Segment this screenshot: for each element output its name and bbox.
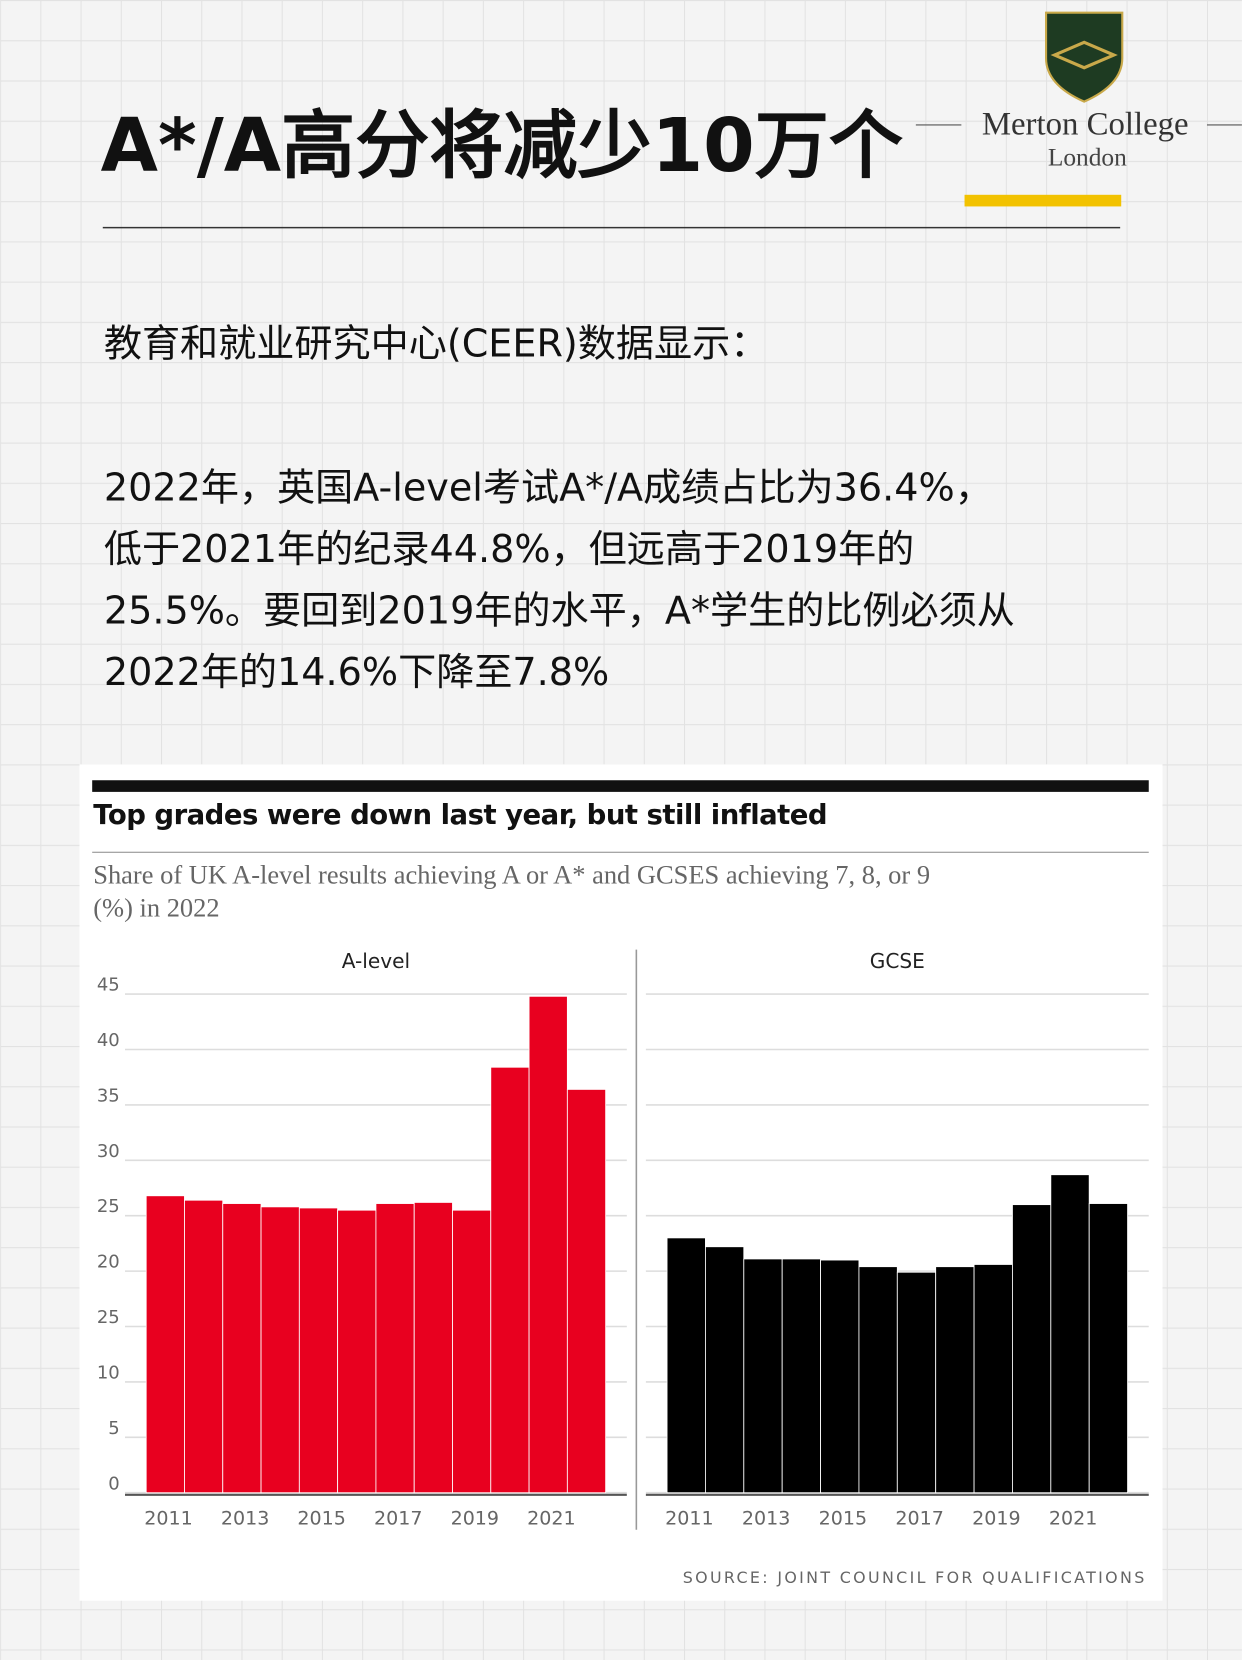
- bar: [896, 1271, 937, 1494]
- page-title: A*/A高分将减少10万个: [101, 103, 903, 189]
- paragraph-line: 25.5%。要回到2019年的水平，A*学生的比例必须从: [104, 588, 1015, 632]
- x-tick-label: 2011: [665, 1508, 713, 1530]
- brand-name: Merton College: [982, 107, 1189, 143]
- y-tick-label: 0: [108, 1473, 119, 1494]
- y-tick-label: 30: [97, 1141, 120, 1162]
- x-tick-label: 2013: [742, 1508, 790, 1530]
- bar: [337, 1209, 377, 1494]
- chart-subtitle: (%) in 2022: [93, 893, 219, 923]
- y-tick-label: 10: [97, 1362, 120, 1383]
- bar: [490, 1066, 530, 1494]
- bar: [858, 1266, 898, 1494]
- x-tick-label: 2019: [972, 1508, 1020, 1530]
- x-tick-label: 2021: [527, 1508, 575, 1530]
- shield: [1044, 11, 1124, 103]
- paragraph-line: 2022年，英国A-level考试A*/A成绩占比为36.4%，: [104, 466, 993, 510]
- x-tick-label: 2015: [297, 1508, 345, 1530]
- bar: [781, 1258, 821, 1494]
- bar: [452, 1209, 492, 1494]
- bar: [1012, 1204, 1052, 1494]
- bar: [375, 1203, 415, 1494]
- chart-subtitle: Share of UK A-level results achieving A …: [93, 860, 930, 890]
- bar: [1088, 1203, 1128, 1494]
- y-tick-label: 35: [97, 1085, 120, 1106]
- paragraph-line: 2022年的14.6%下降至7.8%: [104, 650, 609, 694]
- y-tick-label: 25: [97, 1307, 120, 1328]
- x-tick-label: 2021: [1049, 1508, 1097, 1530]
- bar: [260, 1206, 300, 1494]
- x-tick-label: 2017: [374, 1508, 422, 1530]
- bar: [566, 1088, 607, 1494]
- intro: 教育和就业研究中心(CEER)数据显示：: [104, 322, 769, 366]
- accent-bar: [964, 194, 1122, 207]
- panel-title: A-level: [342, 949, 410, 973]
- bar: [1050, 1174, 1090, 1494]
- y-tick-label: 25: [97, 1196, 120, 1217]
- x-tick-label: 2017: [895, 1508, 943, 1530]
- bar: [298, 1207, 339, 1494]
- bar: [973, 1264, 1013, 1494]
- x-tick-label: 2013: [221, 1508, 269, 1530]
- bar: [184, 1199, 224, 1494]
- bar: [666, 1237, 706, 1494]
- y-tick-label: 40: [97, 1030, 120, 1051]
- bar: [222, 1203, 262, 1494]
- brand-sub: London: [1048, 144, 1127, 172]
- shield-emblem: [1050, 40, 1118, 70]
- y-tick-label: 45: [97, 975, 120, 996]
- panel-title: GCSE: [870, 949, 925, 973]
- chart-top-rule: [92, 780, 1149, 792]
- bar: [743, 1258, 783, 1494]
- x-tick-label: 2015: [819, 1508, 867, 1530]
- bar: [820, 1259, 860, 1494]
- x-tick-label: 2019: [451, 1508, 499, 1530]
- bar: [528, 995, 568, 1494]
- bar: [705, 1246, 745, 1494]
- bar: [935, 1266, 975, 1494]
- y-tick-label: 5: [108, 1418, 119, 1439]
- logo: [1044, 11, 1124, 103]
- paragraph: 2022年，英国A-level考试A*/A成绩占比为36.4%， 低于2021年的…: [104, 466, 1015, 694]
- bar: [145, 1195, 185, 1494]
- paragraph-line: 低于2021年的纪录44.8%，但远高于2019年的: [104, 527, 914, 571]
- bar: [413, 1201, 453, 1494]
- source: SOURCE: JOINT COUNCIL FOR QUALIFICATIONS: [683, 1568, 1147, 1587]
- x-tick-label: 2011: [144, 1508, 192, 1530]
- chart-title: Top grades were down last year, but stil…: [93, 799, 827, 831]
- y-tick-label: 20: [97, 1252, 120, 1273]
